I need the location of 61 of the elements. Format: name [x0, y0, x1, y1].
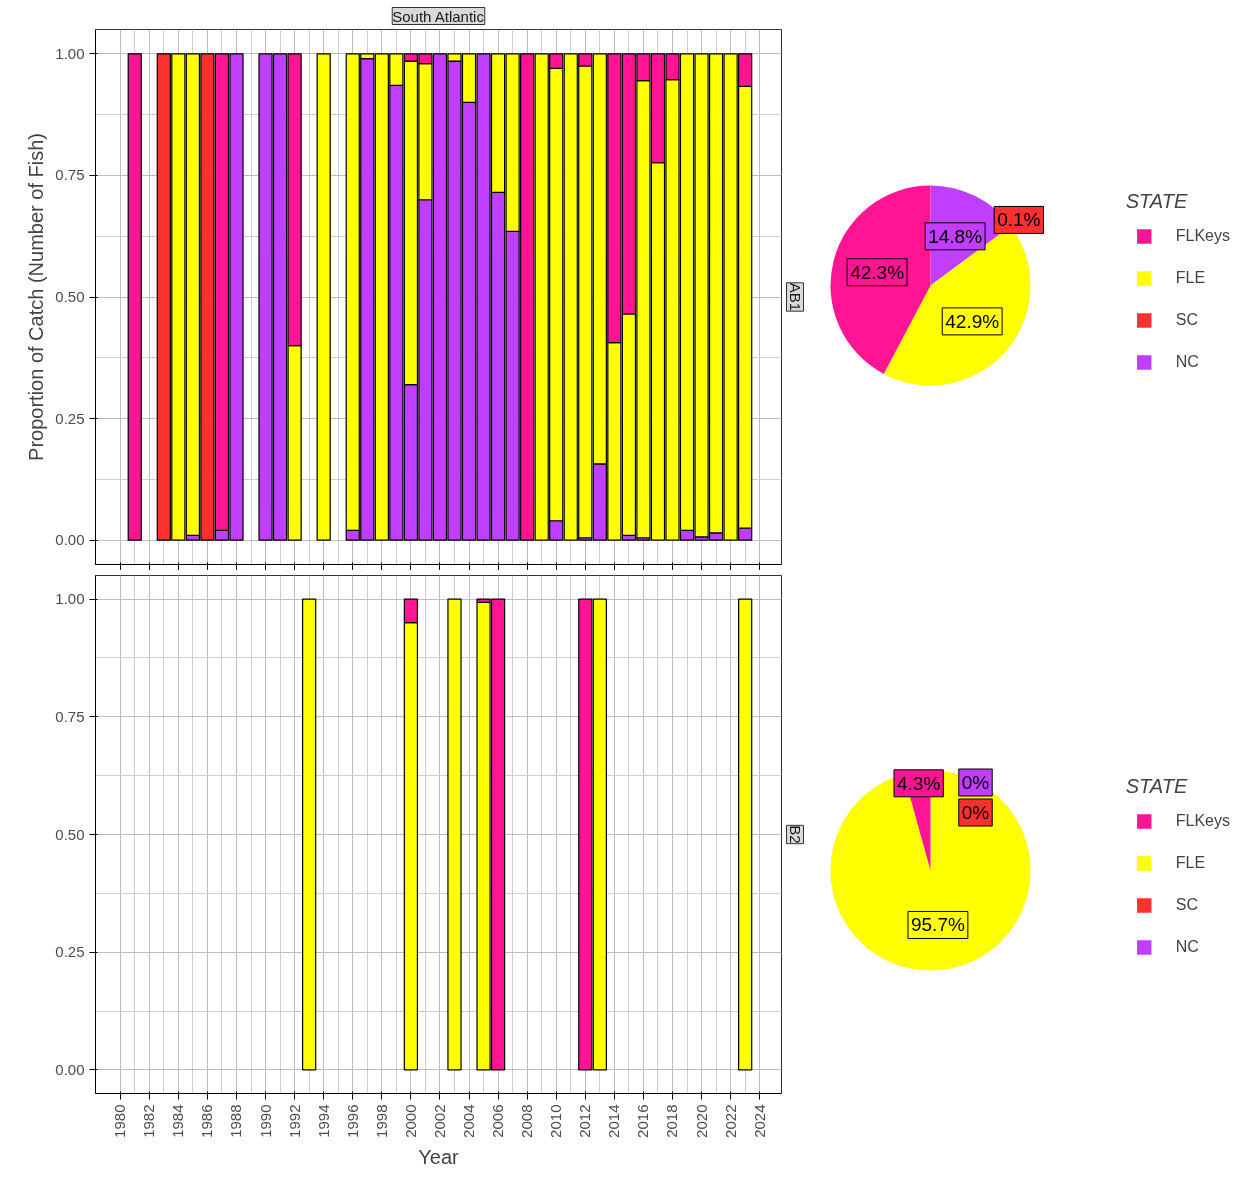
bar	[447, 598, 462, 1071]
x-tick-label: 2020	[692, 1104, 710, 1138]
bar	[302, 598, 317, 1071]
x-tick-label: 2012	[576, 1104, 594, 1138]
y-tick-label: 0.75	[55, 707, 85, 725]
data-label: 95.7%	[910, 914, 965, 936]
x-tick-label: 1996	[343, 1104, 361, 1138]
data-label: 4.3%	[896, 772, 941, 794]
x-tick-label: 1994	[314, 1104, 332, 1138]
text: AB1	[786, 282, 804, 312]
y-tick-label: 0.50	[55, 825, 85, 843]
legend-label: SC	[1175, 896, 1198, 914]
y-tick-label: 0.75	[55, 166, 85, 184]
text: 0%	[961, 802, 990, 823]
y-tick-label: 0.00	[55, 1060, 85, 1078]
y-tick-label: 0.25	[55, 943, 85, 961]
data-label: 14.8%	[928, 225, 983, 247]
x-tick-label: 1998	[372, 1104, 390, 1138]
y-axis-title: Proportion of Catch (Number of Fish)	[25, 133, 48, 461]
y-tick-label: 0.50	[55, 288, 85, 305]
bar	[738, 598, 753, 1071]
x-tick-label: 2014	[605, 1104, 623, 1138]
x-tick-label: 2008	[518, 1104, 536, 1138]
x-tick-label: 2016	[634, 1104, 652, 1138]
text: 0%	[961, 772, 990, 793]
x-tick-label: 1992	[285, 1104, 303, 1138]
x-tick-label: 2002	[430, 1104, 448, 1138]
legend-label: NC	[1175, 353, 1199, 371]
x-tick-label: 1982	[140, 1104, 158, 1138]
legend-label: SC	[1175, 311, 1198, 329]
x-tick-label: 1980	[111, 1104, 129, 1138]
legend-title: STATE	[1125, 775, 1189, 798]
x-tick-label: 1984	[169, 1104, 187, 1138]
chart-title: South Atlantic	[392, 7, 485, 25]
data-label: 42.9%	[945, 310, 1000, 332]
bar	[316, 53, 331, 541]
x-tick-label: 1990	[256, 1104, 274, 1138]
y-tick-label: 0.25	[55, 409, 85, 427]
y-tick-label: 1.00	[55, 44, 85, 62]
legend-label: FLE	[1175, 269, 1206, 287]
x-tick-label: 2010	[547, 1104, 565, 1138]
x-tick-label: 2004	[460, 1104, 478, 1138]
legend-title: STATE	[1125, 190, 1189, 213]
x-tick-label: 2022	[721, 1104, 739, 1138]
x-tick-label: 1986	[198, 1104, 216, 1138]
legend-label: NC	[1175, 938, 1199, 956]
x-tick-label: 2000	[401, 1104, 419, 1138]
legend-label: FLE	[1175, 854, 1206, 872]
x-tick-label: 2006	[489, 1104, 507, 1138]
text: B2	[786, 825, 804, 844]
bar	[127, 53, 142, 541]
x-tick-label: 2024	[750, 1104, 768, 1138]
y-tick-label: 0.00	[55, 531, 85, 549]
data-label: 42.3%	[850, 261, 905, 283]
x-tick-label: 2018	[663, 1104, 681, 1138]
x-tick-label: 1988	[227, 1104, 245, 1138]
legend-label: FLKeys	[1175, 812, 1230, 830]
x-axis-title: Year	[418, 1145, 460, 1168]
data-label: 0.1%	[997, 209, 1041, 231]
y-tick-label: 1.00	[55, 590, 85, 608]
legend-label: FLKeys	[1175, 227, 1230, 245]
